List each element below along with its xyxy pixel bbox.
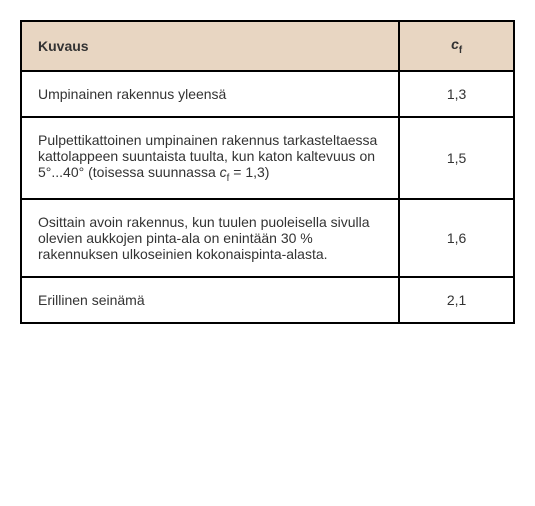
- header-cf: cf: [399, 21, 514, 71]
- cell-cf: 2,1: [399, 277, 514, 323]
- table-row: Pulpettikattoinen umpinainen rakennus ta…: [21, 117, 514, 199]
- header-description: Kuvaus: [21, 21, 399, 71]
- cell-description: Umpinainen rakennus yleensä: [21, 71, 399, 117]
- cell-cf: 1,5: [399, 117, 514, 199]
- cf-subscript: f: [459, 45, 462, 56]
- cell-cf: 1,3: [399, 71, 514, 117]
- cf-symbol: c: [451, 36, 459, 52]
- cell-description: Erillinen seinämä: [21, 277, 399, 323]
- cell-cf: 1,6: [399, 199, 514, 277]
- table-body: Umpinainen rakennus yleensä1,3Pulpettika…: [21, 71, 514, 323]
- cell-description: Pulpettikattoinen umpinainen rakennus ta…: [21, 117, 399, 199]
- cf-table: Kuvaus cf Umpinainen rakennus yleensä1,3…: [20, 20, 515, 324]
- cell-description: Osittain avoin rakennus, kun tuulen puol…: [21, 199, 399, 277]
- table-row: Umpinainen rakennus yleensä1,3: [21, 71, 514, 117]
- table-row: Erillinen seinämä2,1: [21, 277, 514, 323]
- table-row: Osittain avoin rakennus, kun tuulen puol…: [21, 199, 514, 277]
- table-header-row: Kuvaus cf: [21, 21, 514, 71]
